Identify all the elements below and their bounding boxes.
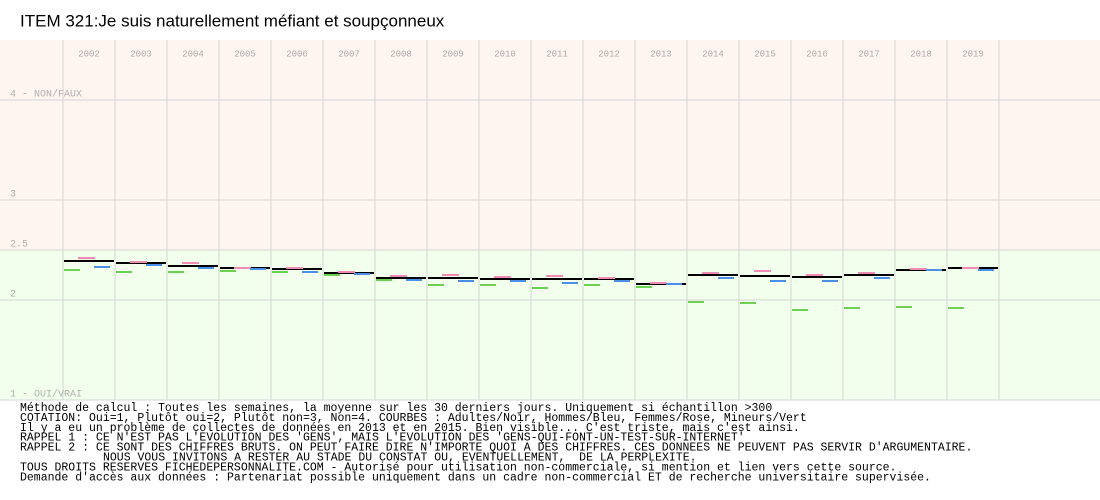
x-tick-label: 2018 (910, 49, 932, 59)
x-tick-label: 2003 (130, 49, 152, 59)
x-tick-label: 2006 (286, 49, 308, 59)
note-line: NOUS VOUS INVITONS A RESTER AU STADE DU … (103, 452, 697, 465)
x-tick-label: 2005 (234, 49, 256, 59)
x-tick-label: 2010 (494, 49, 516, 59)
y-tick-label: 2 (10, 290, 16, 301)
note-line: RAPPEL 2 : CE SONT DES CHIFFRES BRUTS. O… (20, 442, 972, 455)
band (0, 40, 1100, 250)
band (0, 250, 1100, 400)
note-line: COTATION: Oui=1, Plutôt oui=2, Plutôt no… (20, 412, 807, 425)
x-tick-label: 2016 (806, 49, 828, 59)
note-line: TOUS DROITS RESERVES FICHEDEPERSONNALITE… (20, 461, 896, 474)
plot-bands (0, 40, 1100, 400)
note-line: Demande d'accès aux données : Partenaria… (20, 471, 931, 484)
x-tick-label: 2002 (78, 49, 100, 59)
x-tick-label: 2009 (442, 49, 464, 59)
note-line: Méthode de calcul : Toutes les semaines,… (20, 402, 772, 415)
y-tick-label: 3 (10, 190, 16, 201)
y-tick-label: 2.5 (10, 240, 28, 251)
y-tick-label: 1 - OUI/VRAI (10, 389, 82, 401)
x-tick-label: 2007 (338, 49, 360, 59)
x-tick-label: 2013 (650, 49, 672, 59)
x-tick-label: 2015 (754, 49, 776, 59)
chart-title: ITEM 321:Je suis naturellement méfiant e… (20, 11, 445, 30)
x-tick-label: 2012 (598, 49, 620, 59)
x-tick-label: 2014 (702, 49, 724, 59)
x-tick-label: 2008 (390, 49, 412, 59)
x-tick-label: 2011 (546, 49, 568, 59)
note-line: RAPPEL 1 : CE N'EST PAS L'EVOLUTION DES … (20, 432, 745, 445)
x-tick-label: 2004 (182, 49, 204, 59)
note-line: Il y a eu un problème de collectes de do… (20, 422, 800, 435)
x-tick-label: 2017 (858, 49, 880, 59)
y-tick-label: 4 - NON/FAUX (10, 89, 82, 101)
x-tick-label: 2019 (962, 49, 984, 59)
plot: 1 - OUI/VRAI 2 2.5 3 4 - NON/FAUX 2002 2003 200… (0, 40, 1100, 401)
